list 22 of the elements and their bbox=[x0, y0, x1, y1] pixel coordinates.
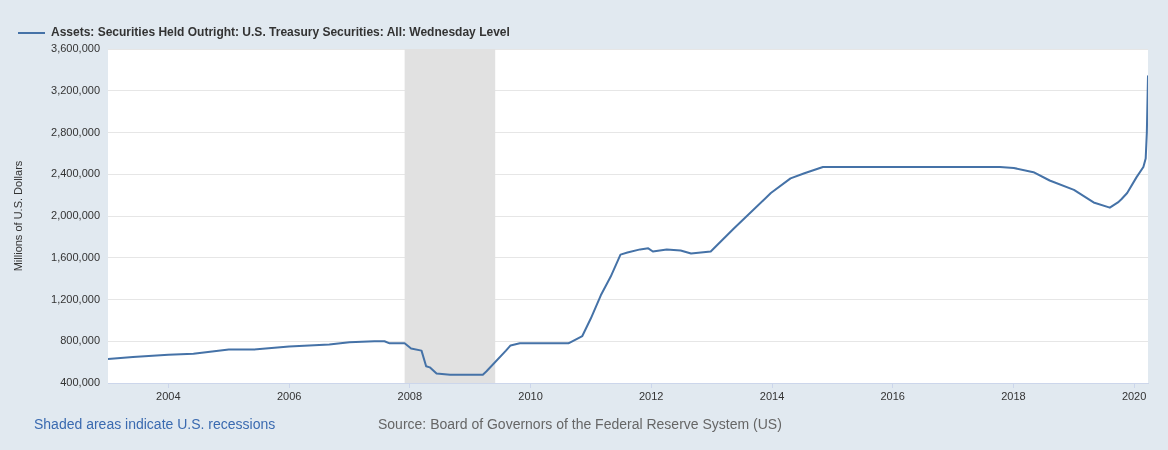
y-tick-label: 3,600,000 bbox=[51, 42, 100, 55]
x-tick-label: 2006 bbox=[276, 389, 302, 402]
y-tick-label: 400,000 bbox=[60, 376, 100, 389]
y-axis-title: Millions of U.S. Dollars bbox=[11, 160, 24, 272]
x-tick-label: 2014 bbox=[759, 389, 785, 402]
x-tick-label: 2004 bbox=[156, 389, 181, 402]
x-tick-label: 2016 bbox=[880, 389, 905, 402]
y-tick-label: 2,000,000 bbox=[51, 209, 100, 222]
y-tick-label: 1,600,000 bbox=[51, 250, 100, 263]
y-tick-label: 800,000 bbox=[60, 334, 100, 347]
y-tick-label: 3,200,000 bbox=[51, 83, 100, 96]
x-tick-label: 2008 bbox=[397, 389, 423, 402]
source-note: Source: Board of Governors of the Federal Reserve System (US) bbox=[378, 416, 782, 432]
y-tick-label: 2,800,000 bbox=[51, 125, 100, 138]
y-tick-label: 2,400,000 bbox=[51, 167, 100, 180]
x-tick-label: 2020 bbox=[1121, 389, 1147, 402]
x-tick-label: 2010 bbox=[518, 389, 543, 402]
x-tick-label: 2012 bbox=[638, 389, 664, 402]
y-tick-label: 1,200,000 bbox=[51, 292, 100, 305]
x-tick-label: 2018 bbox=[1001, 389, 1026, 402]
text: Shaded areas indicate U.S. recessions bbox=[34, 416, 276, 432]
legend-label: Assets: Securities Held Outright: U.S. Treasury Securities: All: Wednesday Level bbox=[51, 25, 510, 40]
